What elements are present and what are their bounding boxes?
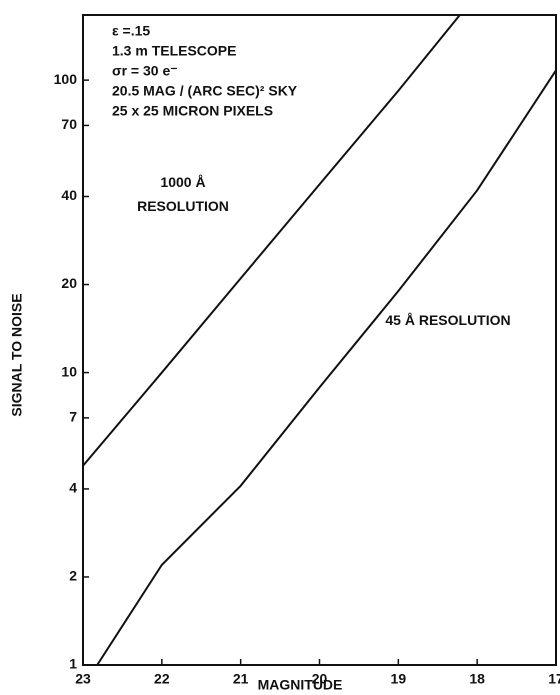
x-tick-label: 17 xyxy=(548,671,560,687)
y-tick-label: 10 xyxy=(61,363,77,379)
y-tick-label: 100 xyxy=(54,71,78,87)
series-line xyxy=(82,14,461,467)
annotation: 20.5 MAG / (ARC SEC)² SKY xyxy=(112,83,298,99)
annotation: 1.3 m TELESCOPE xyxy=(112,43,236,59)
y-tick-label: 2 xyxy=(69,568,77,584)
x-tick-label: 20 xyxy=(312,671,328,687)
series-line xyxy=(96,69,557,666)
annotation: σr = 30 e⁻ xyxy=(112,63,178,79)
y-tick-label: 40 xyxy=(61,187,77,203)
y-tick-label: 20 xyxy=(61,275,77,291)
y-tick-label: 7 xyxy=(69,409,77,425)
y-tick-label: 4 xyxy=(69,480,77,496)
x-tick-label: 21 xyxy=(233,671,249,687)
y-tick-label: 70 xyxy=(61,116,77,132)
series-label: 1000 Å RESOLUTION xyxy=(137,174,229,214)
y-axis-label: SIGNAL TO NOISE xyxy=(9,293,25,416)
x-tick-label: 19 xyxy=(391,671,407,687)
series-label: 45 Å RESOLUTION xyxy=(385,312,511,328)
y-tick-label: 1 xyxy=(69,656,77,672)
x-axis-label: MAGNITUDE xyxy=(258,677,343,693)
x-tick-label: 23 xyxy=(75,671,91,687)
x-tick-label: 22 xyxy=(154,671,170,687)
x-tick-label: 18 xyxy=(469,671,485,687)
annotation: ε =.15 xyxy=(112,23,150,39)
annotation: 25 x 25 MICRON PIXELS xyxy=(112,103,273,119)
